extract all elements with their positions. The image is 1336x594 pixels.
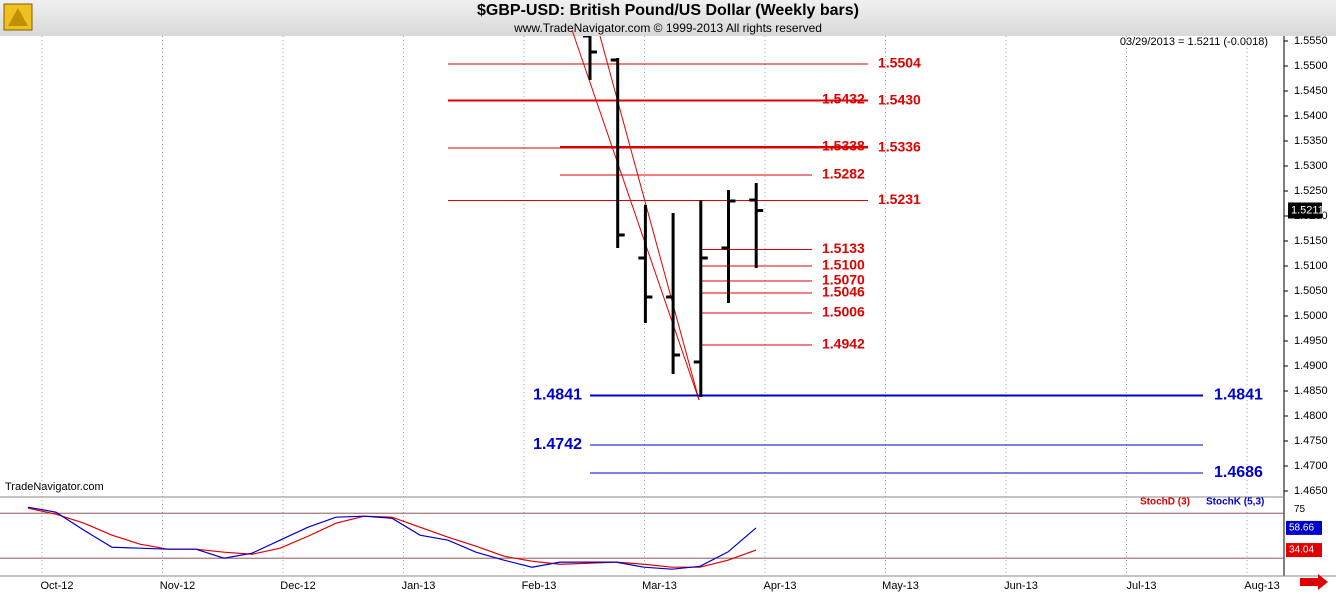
y-tick-label: 1.4950 [1294,335,1328,347]
x-tick-label: Jun-13 [1004,580,1038,592]
stoch-last-label: 34.04 [1289,545,1314,556]
y-tick-label: 1.5250 [1294,185,1328,197]
level-label: 1.5504 [878,55,921,71]
y-tick-label: 1.4700 [1294,460,1328,472]
x-tick-label: May-13 [882,580,919,592]
level-label: 1.5133 [822,240,865,256]
chart-title: $GBP-USD: British Pound/US Dollar (Weekl… [477,2,859,19]
level-label: 1.5430 [878,92,921,108]
x-tick-label: Jan-13 [402,580,436,592]
level-label: 1.5231 [878,191,921,207]
x-tick-label: Aug-13 [1244,580,1279,592]
level-label: 1.5432 [822,91,865,107]
support-label: 1.4841 [1214,387,1263,404]
level-label: 1.5046 [822,284,865,300]
last-price-label: 1.5211 [1291,204,1324,216]
level-label: 1.5100 [822,257,865,273]
y-tick-label: 1.4650 [1294,485,1328,497]
x-tick-label: Dec-12 [280,580,315,592]
watermark: TradeNavigator.com [5,481,104,493]
x-tick-label: Nov-12 [160,580,195,592]
last-price-box [1288,202,1322,219]
x-tick-label: Jul-13 [1127,580,1157,592]
y-tick-label: 1.5150 [1294,235,1328,247]
bars [583,36,764,397]
x-tick-label: Oct-12 [40,580,73,592]
support-label: 1.4742 [533,436,582,453]
x-tick-label: Apr-13 [763,580,796,592]
y-tick-label: 1.4800 [1294,410,1328,422]
stoch-line [27,506,757,570]
y-tick-label: 1.5550 [1294,35,1328,47]
y-tick-label: 1.4900 [1294,360,1328,372]
stoch-last-box [1286,520,1322,535]
y-tick-label: 1.5000 [1294,310,1328,322]
level-label: 1.5006 [822,304,865,320]
support-label: 1.4841 [533,387,582,404]
stoch-tick-label: 75 [1294,504,1306,515]
stoch-line [27,507,757,568]
legend-entry: StochD (3) [1140,497,1190,508]
y-tick-label: 1.5300 [1294,160,1328,172]
stoch-last-label: 58.66 [1289,523,1314,534]
level-label: 1.5070 [822,272,865,288]
y-tick-label: 1.5350 [1294,135,1328,147]
level-label: 1.5338 [822,138,865,154]
level-label: 1.4942 [822,336,865,352]
logo [3,3,33,31]
support-label: 1.4686 [1214,464,1263,481]
level-label: 1.5336 [878,139,921,155]
level-label: 1.5282 [822,166,865,182]
y-tick-label: 1.5500 [1294,60,1328,72]
x-tick-label: Feb-13 [522,580,557,592]
y-tick-label: 1.5450 [1294,85,1328,97]
header [0,0,1336,36]
legend-entry: StochK (5,3) [1206,497,1264,508]
y-tick-label: 1.4750 [1294,435,1328,447]
scroll-arrow[interactable] [1300,574,1328,590]
quote: 03/29/2013 = 1.5211 (-0.0018) [1120,36,1268,48]
y-tick-label: 1.5400 [1294,110,1328,122]
x-tick-label: Mar-13 [642,580,677,592]
stoch-last-box [1286,543,1322,558]
y-tick-label: 1.5100 [1294,260,1328,272]
chart-subtitle: www.TradeNavigator.com © 1999-2013 All r… [513,21,822,35]
y-tick-label: 1.4850 [1294,385,1328,397]
y-tick-label: 1.5050 [1294,285,1328,297]
